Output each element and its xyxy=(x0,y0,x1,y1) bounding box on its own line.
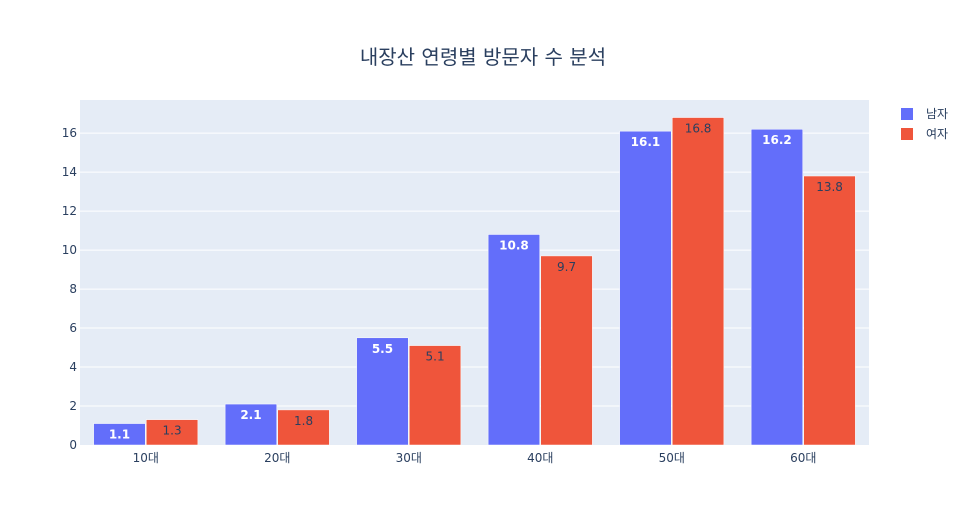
data-label: 10.8 xyxy=(499,238,529,252)
y-tick-label: 14 xyxy=(62,165,77,179)
bars: 1.1 1.3 2.1 1.8 5.5 5.1 10.8 9.7 16.1 16.8 16.2 13.… xyxy=(93,117,856,446)
bar-여자-40대 xyxy=(540,255,593,446)
data-label: 1.1 xyxy=(109,428,130,442)
y-tick-label: 12 xyxy=(62,204,77,218)
x-tick-label: 40대 xyxy=(527,451,553,465)
gridlines xyxy=(80,132,869,407)
x-tick-label: 50대 xyxy=(659,451,685,465)
y-tick-label: 2 xyxy=(69,399,77,413)
bar-남자-40대 xyxy=(487,234,540,446)
bar-여자-10대 xyxy=(146,419,199,446)
chart-title: 내장산 연령별 방문자 수 분석 xyxy=(360,45,606,69)
bar-남자-20대 xyxy=(224,403,277,446)
y-tick-label: 0 xyxy=(69,438,77,452)
bar-남자-10대 xyxy=(93,423,146,446)
x-axis-ticks: 10대 20대 30대 40대 50대 60대 xyxy=(133,451,817,465)
data-label: 5.1 xyxy=(426,350,445,364)
x-tick-label: 60대 xyxy=(790,451,816,465)
bar-남자-60대 xyxy=(750,128,804,446)
x-tick-label: 10대 xyxy=(133,451,159,465)
bar-남자-30대 xyxy=(356,337,409,446)
bar-남자-50대 xyxy=(619,130,672,446)
x-tick-label: 30대 xyxy=(396,451,422,465)
y-tick-label: 8 xyxy=(69,282,77,296)
bar-여자-30대 xyxy=(409,345,462,446)
data-label: 1.3 xyxy=(163,424,182,438)
y-axis-ticks: 0 2 4 6 8 10 12 14 16 xyxy=(62,126,77,452)
bar-여자-20대 xyxy=(277,409,330,446)
legend-label: 남자 xyxy=(926,107,948,121)
plot-background xyxy=(80,100,869,445)
y-tick-label: 4 xyxy=(69,360,77,374)
data-label: 13.8 xyxy=(816,180,843,194)
bar-여자-50대 xyxy=(672,117,725,446)
data-label: 9.7 xyxy=(557,260,576,274)
legend-swatch xyxy=(901,108,913,120)
legend-label: 여자 xyxy=(926,127,948,141)
y-tick-label: 6 xyxy=(69,321,77,335)
y-tick-label: 10 xyxy=(62,243,77,257)
data-label: 16.2 xyxy=(762,133,792,147)
y-tick-label: 16 xyxy=(62,126,77,140)
data-label: 5.5 xyxy=(372,342,393,356)
data-label: 2.1 xyxy=(240,408,261,422)
data-label: 16.1 xyxy=(631,135,661,149)
legend-swatch xyxy=(901,128,913,140)
data-label: 1.8 xyxy=(294,414,313,428)
x-tick-label: 20대 xyxy=(264,451,290,465)
bar-여자-60대 xyxy=(803,175,856,446)
data-label: 16.8 xyxy=(685,122,712,136)
